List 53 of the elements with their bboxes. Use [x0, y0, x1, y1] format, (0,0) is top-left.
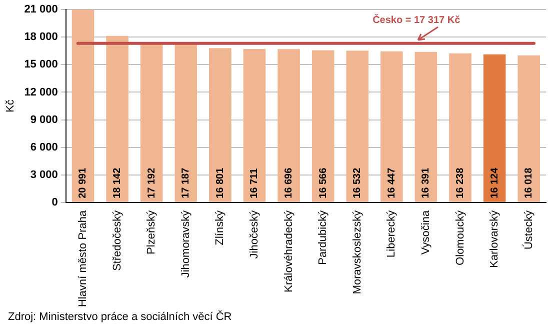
x-tick-label: Pardubický — [317, 210, 330, 265]
data-label: 17 192 — [146, 167, 158, 198]
x-tick-label: Středočeský — [111, 210, 124, 271]
bar — [72, 10, 94, 202]
data-label: 16 018 — [524, 167, 535, 198]
bar — [380, 51, 403, 202]
data-label: 18 142 — [112, 167, 124, 198]
bar — [209, 48, 232, 202]
bar — [483, 54, 506, 202]
x-tick-label: Liberecký — [386, 210, 398, 258]
data-label: 16 391 — [420, 167, 432, 198]
bar — [278, 49, 300, 202]
bar — [106, 36, 128, 202]
bar — [518, 55, 540, 202]
y-tick-label: 18 000 — [24, 31, 58, 44]
x-tick-label: Olomoucký — [454, 210, 466, 266]
x-tick-label: Jihočeský — [248, 210, 261, 259]
bar — [174, 44, 198, 202]
data-label: 16 532 — [352, 167, 364, 198]
y-tick-label: 9 000 — [30, 114, 58, 126]
x-tick-label: Plzeňský — [146, 210, 158, 254]
y-tick-label: 12 000 — [24, 86, 58, 98]
y-axis-title: Kč — [4, 99, 17, 112]
data-label: 16 711 — [249, 168, 260, 198]
data-label: 16 801 — [214, 167, 226, 198]
x-tick-label: Karlovarský — [488, 210, 501, 268]
x-tick-label: Ústecký — [522, 210, 535, 250]
x-tick-label: Moravskoslezský — [351, 210, 364, 294]
y-tick-label: 3 000 — [30, 168, 58, 181]
y-tick-label: 6 000 — [30, 141, 58, 154]
y-tick-label: 0 — [52, 196, 58, 208]
bar — [243, 48, 266, 202]
x-tick-label: Hlavní město Praha — [77, 210, 90, 308]
bar — [414, 52, 438, 202]
data-label: 16 238 — [455, 167, 466, 198]
data-label: 16 696 — [284, 167, 295, 198]
data-label: 20 991 — [78, 167, 89, 198]
text: Zdroj: Ministerstvo práce a sociálních věcí ČR — [8, 311, 232, 323]
bar — [312, 50, 334, 202]
data-label: 16 566 — [318, 167, 329, 198]
ref-line-label: Česko = 17 317 Kč — [372, 14, 461, 26]
y-tick-label: 21 000 — [24, 4, 58, 16]
data-label: 17 187 — [180, 167, 192, 198]
data-label: 16 124 — [489, 167, 500, 198]
x-tick-label: Královéhradecký — [282, 210, 295, 292]
bar — [140, 44, 163, 202]
y-tick-label: 15 000 — [24, 58, 58, 71]
bar — [346, 50, 369, 202]
x-tick-label: Zlínský — [214, 210, 226, 246]
x-tick-label: Vysočina — [420, 210, 432, 255]
data-label: 16 447 — [386, 167, 398, 198]
bar — [449, 53, 472, 202]
x-tick-label: Jihomoravský — [180, 210, 192, 278]
